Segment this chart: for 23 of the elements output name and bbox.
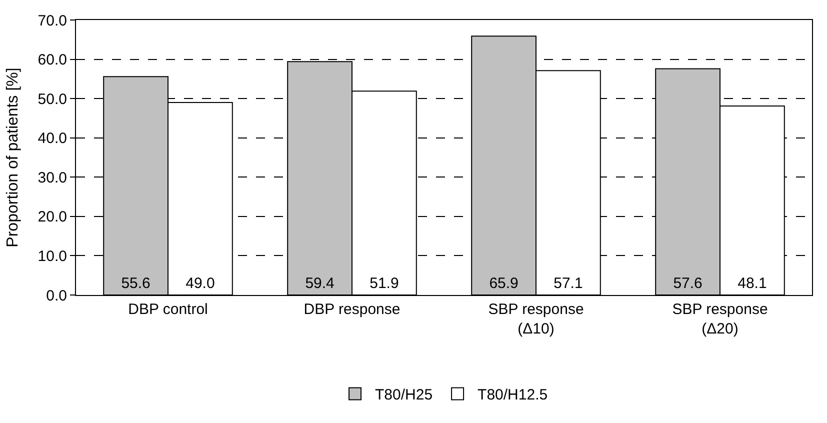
x-tick-label: SBP response (Δ10) <box>488 301 584 338</box>
data-label: 55.6 <box>121 275 150 292</box>
y-tick-label: 10.0 <box>38 248 67 265</box>
data-label: 51.9 <box>370 275 399 292</box>
data-label: 48.1 <box>738 275 767 292</box>
y-tick-label: 50.0 <box>38 90 67 108</box>
x-tick-label: SBP response (Δ20) <box>672 301 768 338</box>
y-tick-label: 30.0 <box>38 169 67 186</box>
data-label: 65.9 <box>489 275 518 292</box>
legend-label: T80/H25 <box>375 386 433 404</box>
legend-label: T80/H12.5 <box>478 386 548 404</box>
data-label: 57.6 <box>673 275 702 292</box>
x-tick-label: DBP response <box>304 301 400 318</box>
data-label: 57.1 <box>554 275 583 292</box>
data-label: 59.4 <box>305 275 334 292</box>
y-tick-label: 20.0 <box>38 208 67 226</box>
y-tick-label: 0.0 <box>46 287 67 304</box>
data-label: 49.0 <box>186 275 215 292</box>
y-tick-label: 60.0 <box>38 52 67 69</box>
x-tick-label: DBP control <box>128 301 208 318</box>
y-tick-label: 40.0 <box>38 130 67 148</box>
y-tick-label: 70.0 <box>38 12 67 30</box>
y-axis-title: Proportion of patients [%] <box>4 68 22 248</box>
